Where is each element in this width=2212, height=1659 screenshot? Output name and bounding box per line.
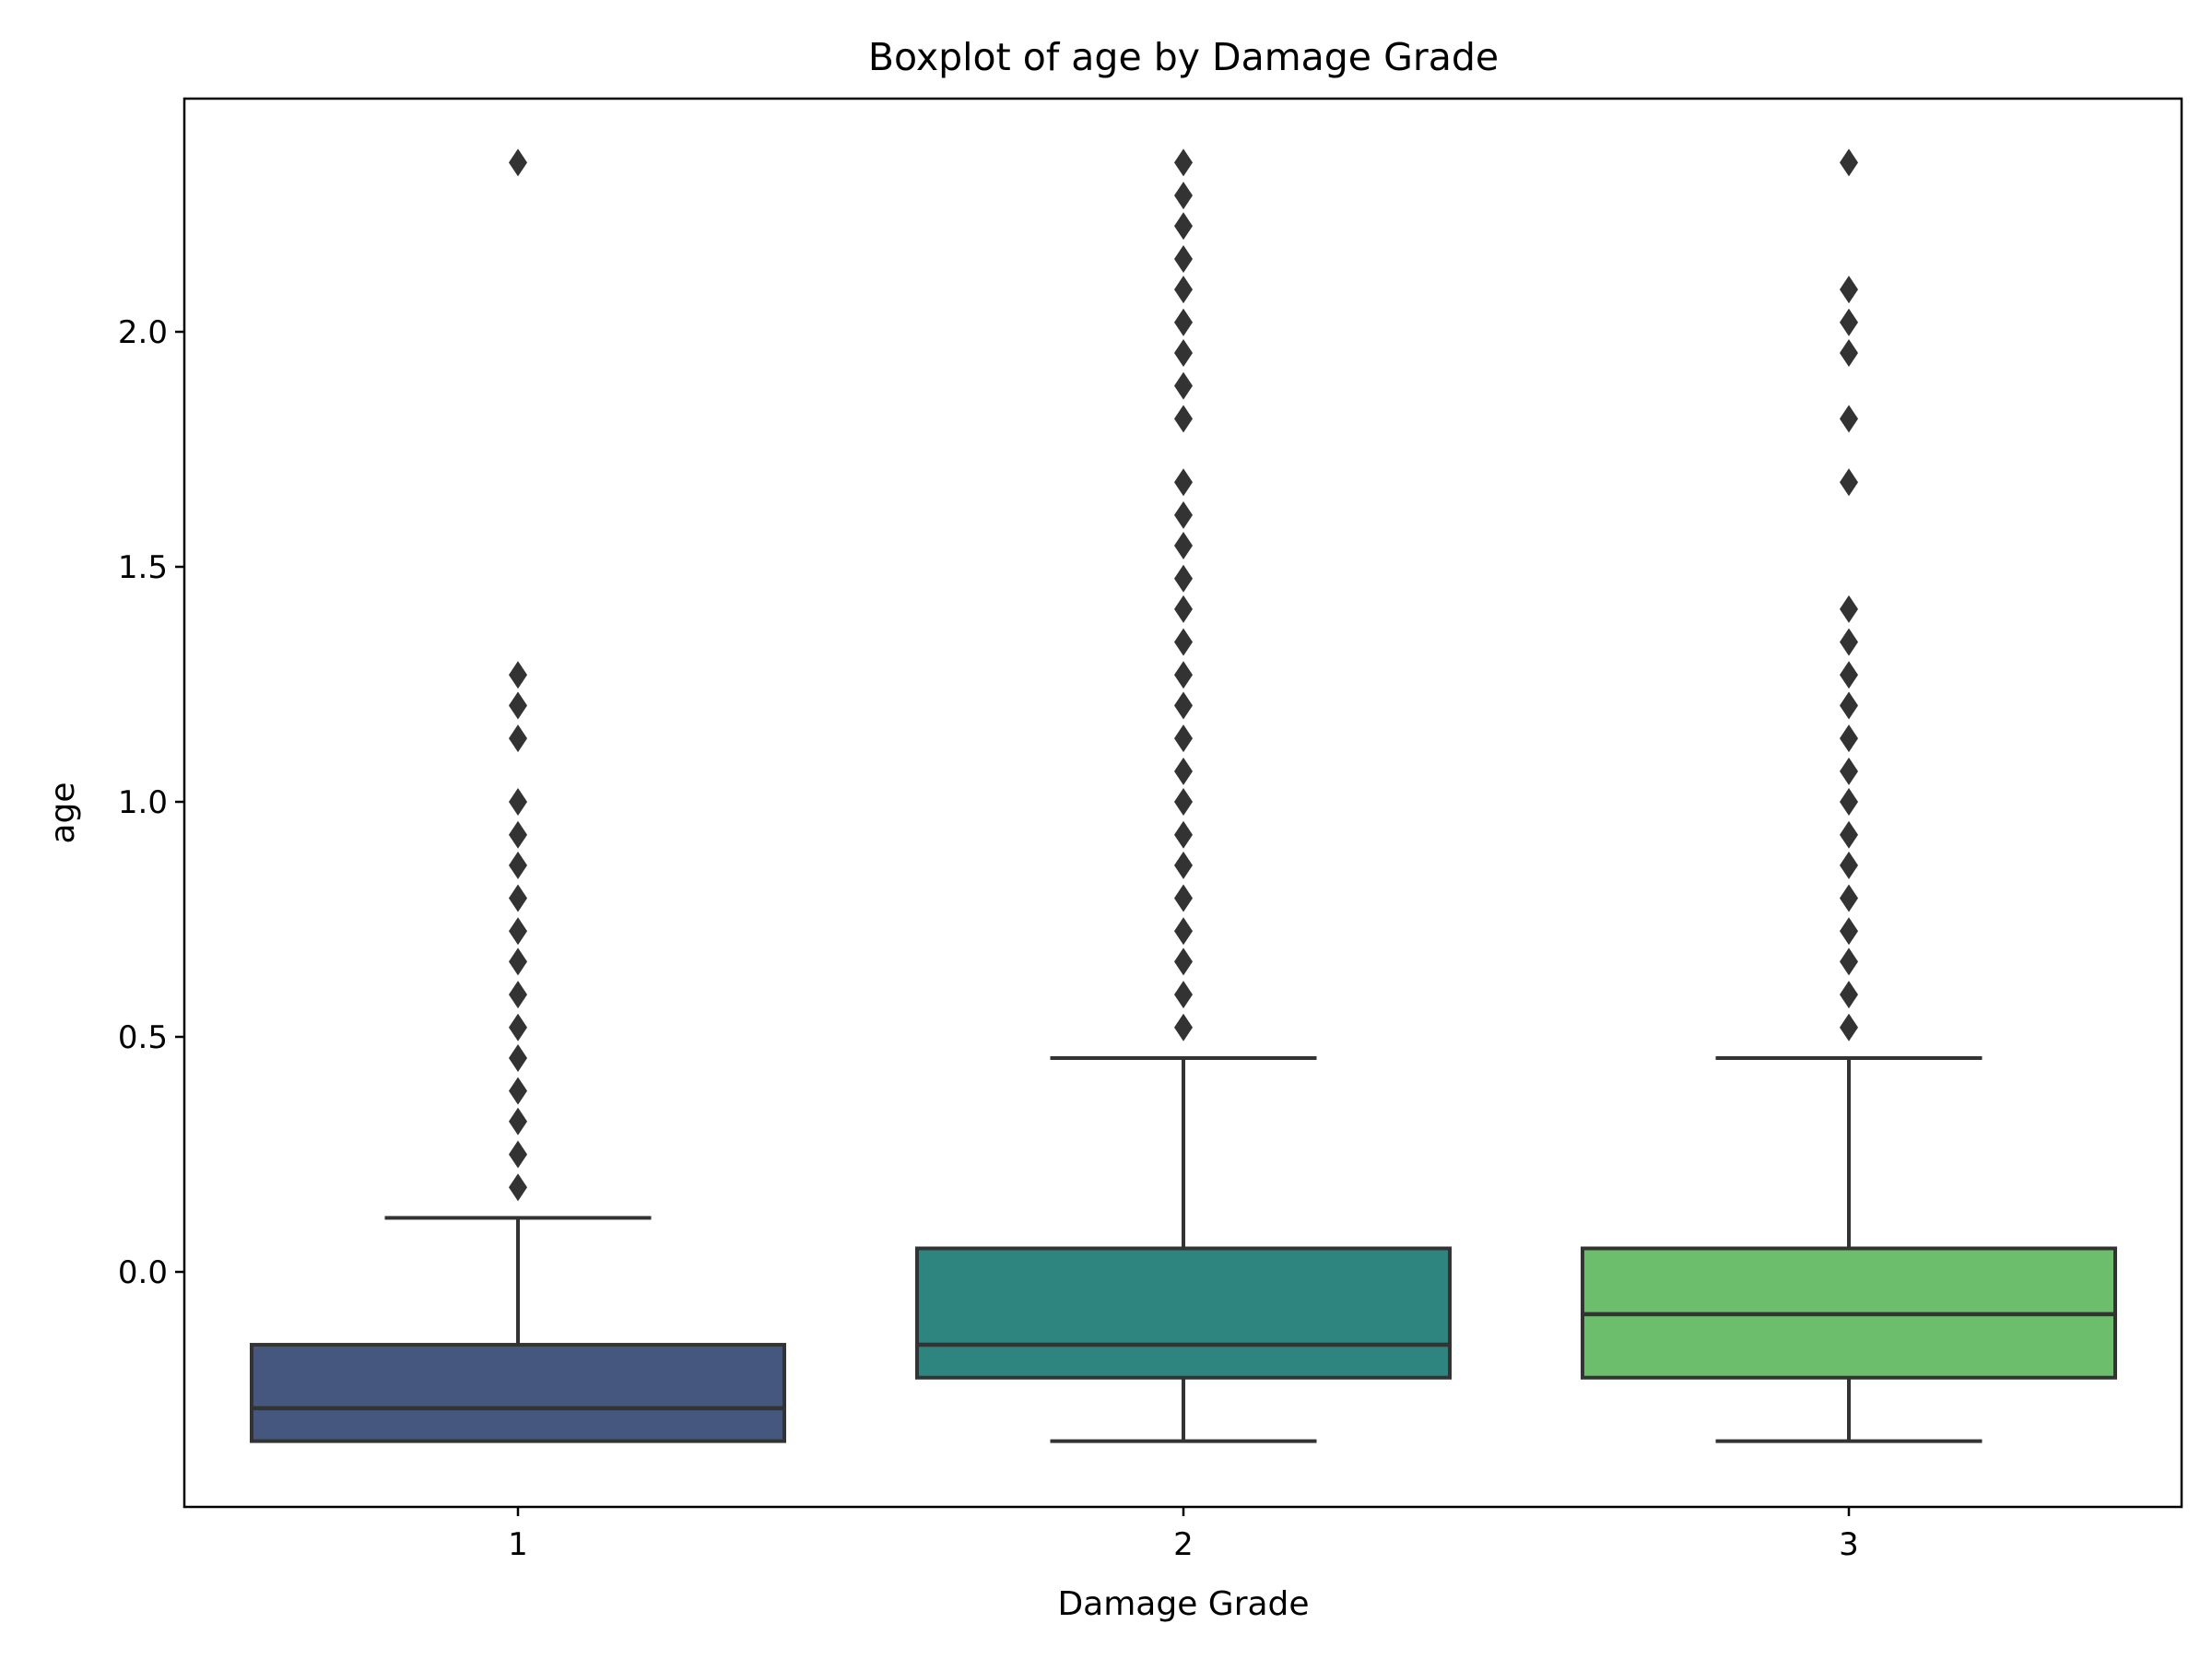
outlier-point: [1840, 405, 1858, 433]
outlier-point: [1840, 338, 1858, 367]
outlier-point: [1174, 757, 1193, 785]
outlier-point: [1840, 308, 1858, 336]
x-tick-label: 2: [1173, 1526, 1194, 1563]
outlier-point: [509, 1013, 527, 1041]
outlier-point: [1174, 276, 1193, 304]
outlier-point: [509, 724, 527, 753]
outlier-point: [509, 788, 527, 816]
box-group-3: [1581, 148, 2117, 1443]
outlier-point: [1174, 468, 1193, 497]
outlier-point: [509, 1173, 527, 1202]
x-tick-label: 3: [1839, 1526, 1859, 1563]
outlier-point: [509, 820, 527, 849]
x-axis: 1 2 3: [508, 1507, 1859, 1563]
outlier-point: [1840, 276, 1858, 304]
outlier-point: [1174, 148, 1193, 177]
y-tick-label: 1.5: [118, 549, 168, 586]
outlier-point: [1174, 338, 1193, 367]
y-axis-label: age: [44, 782, 82, 843]
outlier-point: [1174, 212, 1193, 241]
outlier-point: [1174, 917, 1193, 946]
y-tick-label: 0.5: [118, 1019, 168, 1056]
outlier-point: [509, 661, 527, 689]
outlier-point: [1174, 820, 1193, 849]
outlier-point: [509, 148, 527, 177]
outlier-point: [1840, 661, 1858, 689]
outlier-point: [1174, 371, 1193, 400]
outlier-point: [1174, 691, 1193, 720]
y-tick-label: 0.0: [118, 1254, 168, 1291]
outlier-point: [509, 1107, 527, 1135]
outlier-point: [509, 917, 527, 946]
outlier-point: [1840, 628, 1858, 656]
outlier-point: [1840, 884, 1858, 912]
outlier-point: [509, 981, 527, 1009]
outlier-point: [1174, 182, 1193, 210]
outlier-point: [1840, 468, 1858, 497]
outlier-point: [1840, 148, 1858, 177]
outlier-point: [1174, 1013, 1193, 1041]
x-axis-label: Damage Grade: [1057, 1585, 1309, 1623]
outlier-point: [509, 947, 527, 976]
outlier-point: [1840, 917, 1858, 946]
outlier-point: [1174, 308, 1193, 336]
outlier-point: [509, 851, 527, 879]
box-group-1: [250, 148, 786, 1443]
outlier-point: [1174, 981, 1193, 1009]
x-tick-label: 1: [508, 1526, 528, 1563]
outlier-point: [1840, 724, 1858, 753]
outlier-point: [1174, 628, 1193, 656]
outlier-point: [1174, 851, 1193, 879]
outlier-point: [509, 1077, 527, 1105]
outlier-point: [1174, 788, 1193, 816]
outlier-point: [1174, 724, 1193, 753]
outlier-point: [1174, 500, 1193, 529]
outlier-point: [1840, 981, 1858, 1009]
outlier-point: [1840, 947, 1858, 976]
outlier-point: [509, 1140, 527, 1169]
outlier-point: [1840, 757, 1858, 785]
outlier-point: [509, 1043, 527, 1072]
chart-title: Boxplot of age by Damage Grade: [868, 35, 1499, 79]
outlier-point: [1174, 244, 1193, 273]
outlier-point: [509, 691, 527, 720]
outlier-point: [1174, 947, 1193, 976]
outlier-point: [1174, 564, 1193, 593]
iqr-box: [915, 1246, 1452, 1380]
box-group-2: [915, 148, 1452, 1443]
outlier-point: [1840, 788, 1858, 816]
outlier-point: [1840, 691, 1858, 720]
iqr-box: [250, 1343, 786, 1443]
y-axis: 0.0 0.5 1.0 1.5 2.0: [118, 314, 184, 1291]
outlier-point: [1840, 820, 1858, 849]
outlier-point: [1840, 594, 1858, 623]
outlier-point: [1174, 532, 1193, 560]
outlier-point: [1840, 851, 1858, 879]
outlier-point: [509, 884, 527, 912]
y-tick-label: 2.0: [118, 314, 168, 351]
outlier-point: [1174, 661, 1193, 689]
outlier-point: [1174, 405, 1193, 433]
outlier-point: [1840, 1013, 1858, 1041]
outlier-point: [1174, 594, 1193, 623]
outlier-point: [1174, 884, 1193, 912]
plot-area: [250, 148, 2117, 1443]
y-tick-label: 1.0: [118, 784, 168, 821]
